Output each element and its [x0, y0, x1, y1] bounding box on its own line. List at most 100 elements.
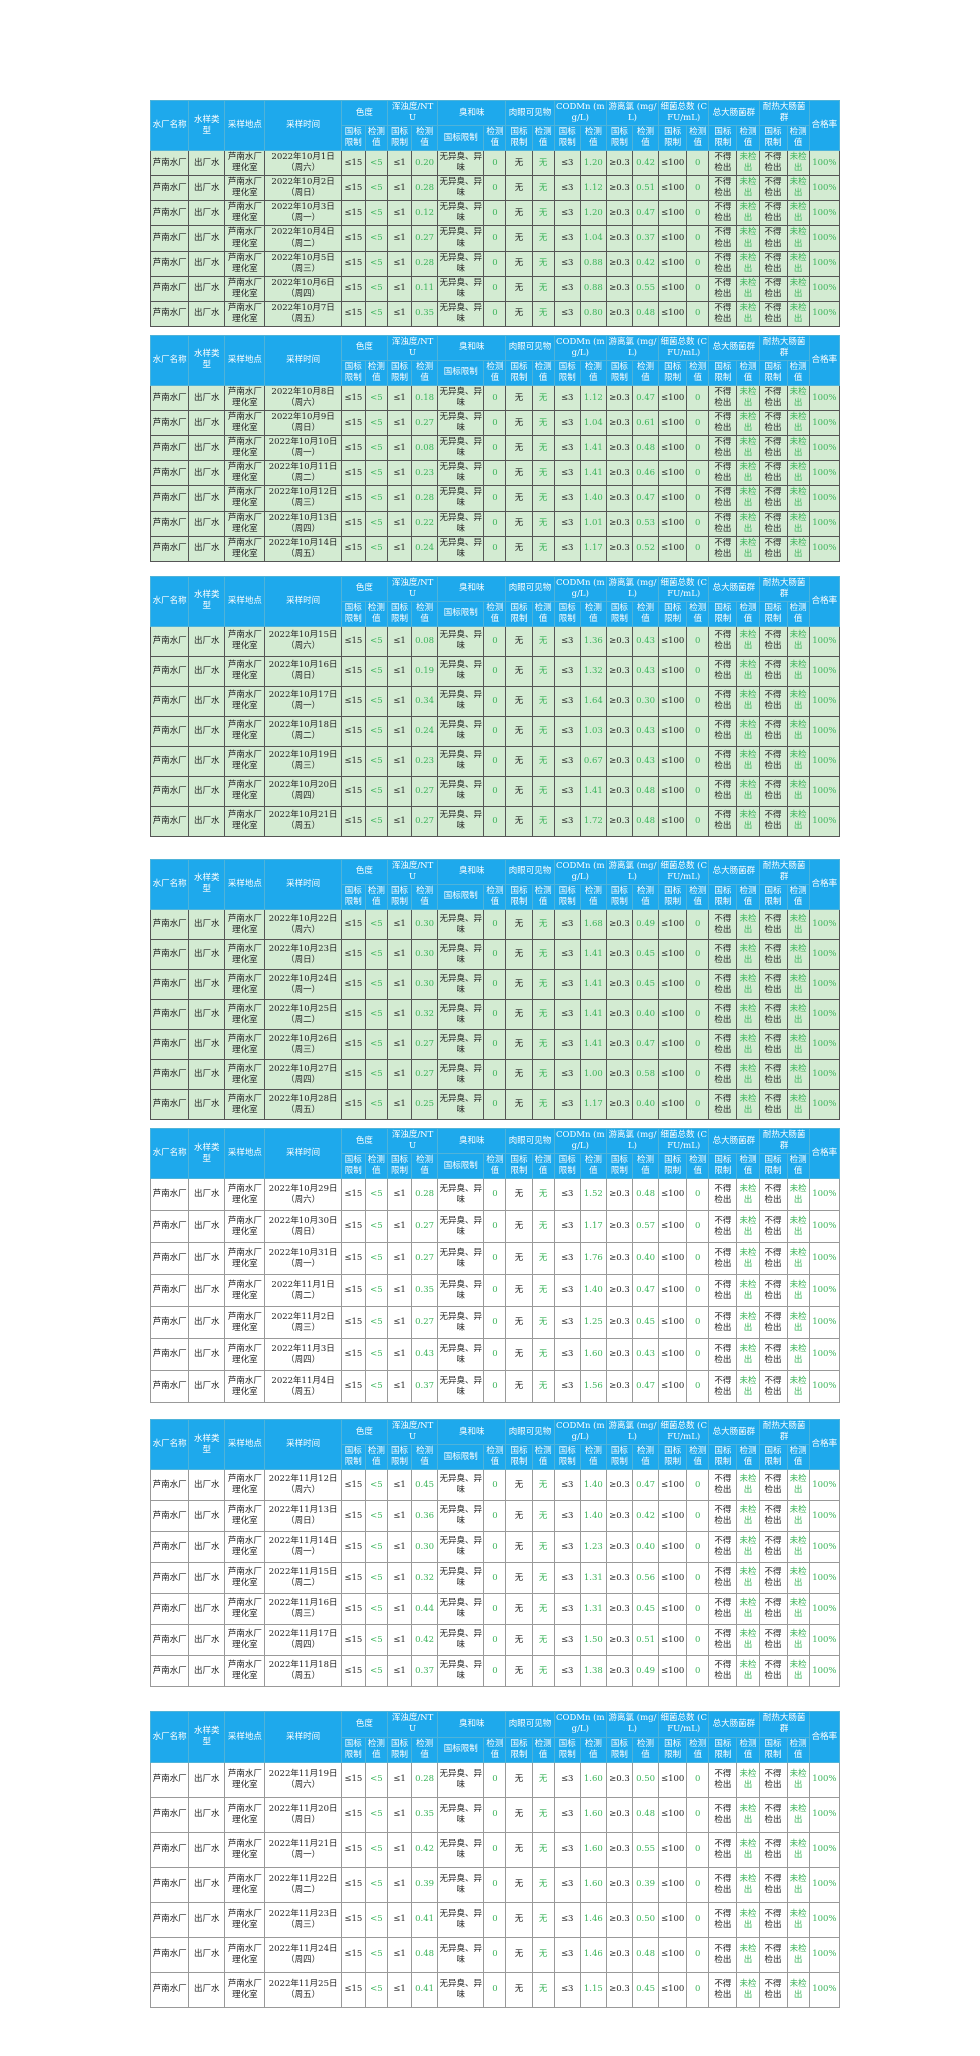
bacteria-value: 0: [686, 1210, 710, 1244]
thermo-coliform-limit: 不得检出: [758, 200, 788, 227]
coliform-limit: 不得检出: [708, 745, 738, 777]
chlorine-limit: ≥0.3: [605, 175, 633, 202]
color-value: <5: [364, 200, 388, 227]
odor-limit: 无异臭、异味: [437, 1178, 485, 1212]
sample-time: 2022年11月1日 （周二）: [264, 1274, 342, 1308]
thermo-coliform-limit: 不得检出: [758, 999, 788, 1031]
chlorine-value: 0.46: [631, 460, 660, 487]
codmn-limit: ≤3: [553, 805, 581, 837]
bacteria-limit: ≤100: [658, 715, 688, 747]
odor-value: 0: [483, 1866, 507, 1903]
header-coliform: 总大肠菌群: [708, 575, 760, 602]
plant-name: 芦南水厂: [149, 775, 190, 807]
codmn-value: 1.41: [579, 775, 607, 807]
plant-name: 芦南水厂: [149, 1796, 190, 1833]
header-chlorine: 游离氯 (mg/L): [605, 334, 660, 361]
header-value: 检测值: [631, 359, 660, 387]
odor-limit: 无异臭、异味: [437, 510, 485, 537]
turbidity-value: 0.12: [411, 200, 439, 227]
odor-limit: 无异臭、异味: [437, 775, 485, 807]
header-coliform: 总大肠菌群: [708, 858, 760, 885]
header-value: 检测值: [531, 359, 555, 387]
pass-rate: 100%: [808, 969, 841, 1001]
odor-value: 0: [483, 175, 507, 202]
turbidity-limit: ≤1: [386, 1306, 413, 1340]
codmn-value: 1.20: [579, 200, 607, 227]
bacteria-limit: ≤100: [658, 1178, 688, 1212]
header-codmn: CODMn (mg/L): [553, 1419, 607, 1446]
bacteria-value: 0: [686, 1562, 710, 1595]
turbidity-value: 0.18: [411, 385, 439, 412]
header-visible: 肉眼可见物: [505, 1128, 555, 1155]
visible-value: 无: [531, 625, 555, 657]
chlorine-value: 0.42: [631, 1500, 660, 1533]
bacteria-limit: ≤100: [658, 805, 688, 837]
bacteria-value: 0: [686, 225, 710, 252]
visible-value: 无: [531, 225, 555, 252]
coliform-value: 未检出: [736, 1274, 760, 1308]
sample-weekday: （周三）: [286, 1322, 321, 1333]
table-row: 芦南水厂 出厂水 芦南水厂理化室 2022年10月27日 （周四） ≤15 <5 ≤1 0.27…: [149, 1059, 841, 1091]
odor-limit: 无异臭、异味: [437, 150, 485, 177]
bacteria-value: 0: [686, 909, 710, 941]
pass-rate: 100%: [808, 1274, 841, 1308]
pass-rate: 100%: [808, 1500, 841, 1533]
pass-rate: 100%: [808, 250, 841, 277]
header-limit: 国标限制: [505, 883, 533, 911]
coliform-value: 未检出: [736, 150, 760, 177]
sample-weekday: （周三）: [286, 1044, 321, 1055]
sample-type: 出厂水: [188, 969, 226, 1001]
sample-type: 出厂水: [188, 1593, 226, 1626]
plant-name: 芦南水厂: [149, 1210, 190, 1244]
codmn-limit: ≤3: [553, 1274, 581, 1308]
codmn-limit: ≤3: [553, 1655, 581, 1688]
sample-site: 芦南水厂理化室: [224, 1901, 266, 1938]
sample-type: 出厂水: [188, 1971, 226, 2008]
odor-limit: 无异臭、异味: [437, 1531, 485, 1564]
header-turbidity: 浑浊度/NTU: [386, 1128, 439, 1155]
codmn-limit: ≤3: [553, 435, 581, 462]
header-limit: 国标限制: [658, 125, 688, 152]
thermo-coliform-limit: 不得检出: [758, 1936, 788, 1973]
coliform-value: 未检出: [736, 775, 760, 807]
codmn-value: 1.23: [579, 1531, 607, 1564]
coliform-value: 未检出: [736, 1338, 760, 1372]
thermo-coliform-value: 未检出: [786, 1593, 810, 1626]
visible-limit: 无: [505, 225, 533, 252]
sample-type: 出厂水: [188, 625, 226, 657]
chlorine-value: 0.43: [631, 745, 660, 777]
bacteria-value: 0: [686, 745, 710, 777]
thermo-coliform-limit: 不得检出: [758, 1178, 788, 1212]
codmn-limit: ≤3: [553, 1761, 581, 1798]
plant-name: 芦南水厂: [149, 535, 190, 562]
header-visible: 肉眼可见物: [505, 334, 555, 361]
bacteria-limit: ≤100: [658, 1562, 688, 1595]
sample-type: 出厂水: [188, 1866, 226, 1903]
sample-weekday: （周六）: [286, 163, 321, 174]
coliform-value: 未检出: [736, 1831, 760, 1868]
turbidity-value: 0.30: [411, 969, 439, 1001]
thermo-coliform-value: 未检出: [786, 485, 810, 512]
sample-weekday: （周二）: [286, 1014, 321, 1025]
color-value: <5: [364, 1655, 388, 1688]
turbidity-limit: ≤1: [386, 715, 413, 747]
visible-value: 无: [531, 1761, 555, 1798]
plant-name: 芦南水厂: [149, 1655, 190, 1688]
header-value: 检测值: [631, 125, 660, 152]
turbidity-limit: ≤1: [386, 1338, 413, 1372]
turbidity-value: 0.37: [411, 1655, 439, 1688]
header-limit: 国标限制: [553, 359, 581, 387]
thermo-coliform-value: 未检出: [786, 510, 810, 537]
thermo-coliform-value: 未检出: [786, 1274, 810, 1308]
coliform-limit: 不得检出: [708, 1059, 738, 1091]
sample-site: 芦南水厂理化室: [224, 1866, 266, 1903]
coliform-limit: 不得检出: [708, 685, 738, 717]
turbidity-value: 0.44: [411, 1593, 439, 1626]
chlorine-limit: ≥0.3: [605, 685, 633, 717]
header-time: 采样时间: [264, 858, 342, 911]
thermo-coliform-value: 未检出: [786, 655, 810, 687]
sample-time: 2022年10月23日 （周日）: [264, 939, 342, 971]
chlorine-value: 0.47: [631, 385, 660, 412]
thermo-coliform-limit: 不得检出: [758, 1306, 788, 1340]
color-limit: ≤15: [340, 1971, 366, 2008]
